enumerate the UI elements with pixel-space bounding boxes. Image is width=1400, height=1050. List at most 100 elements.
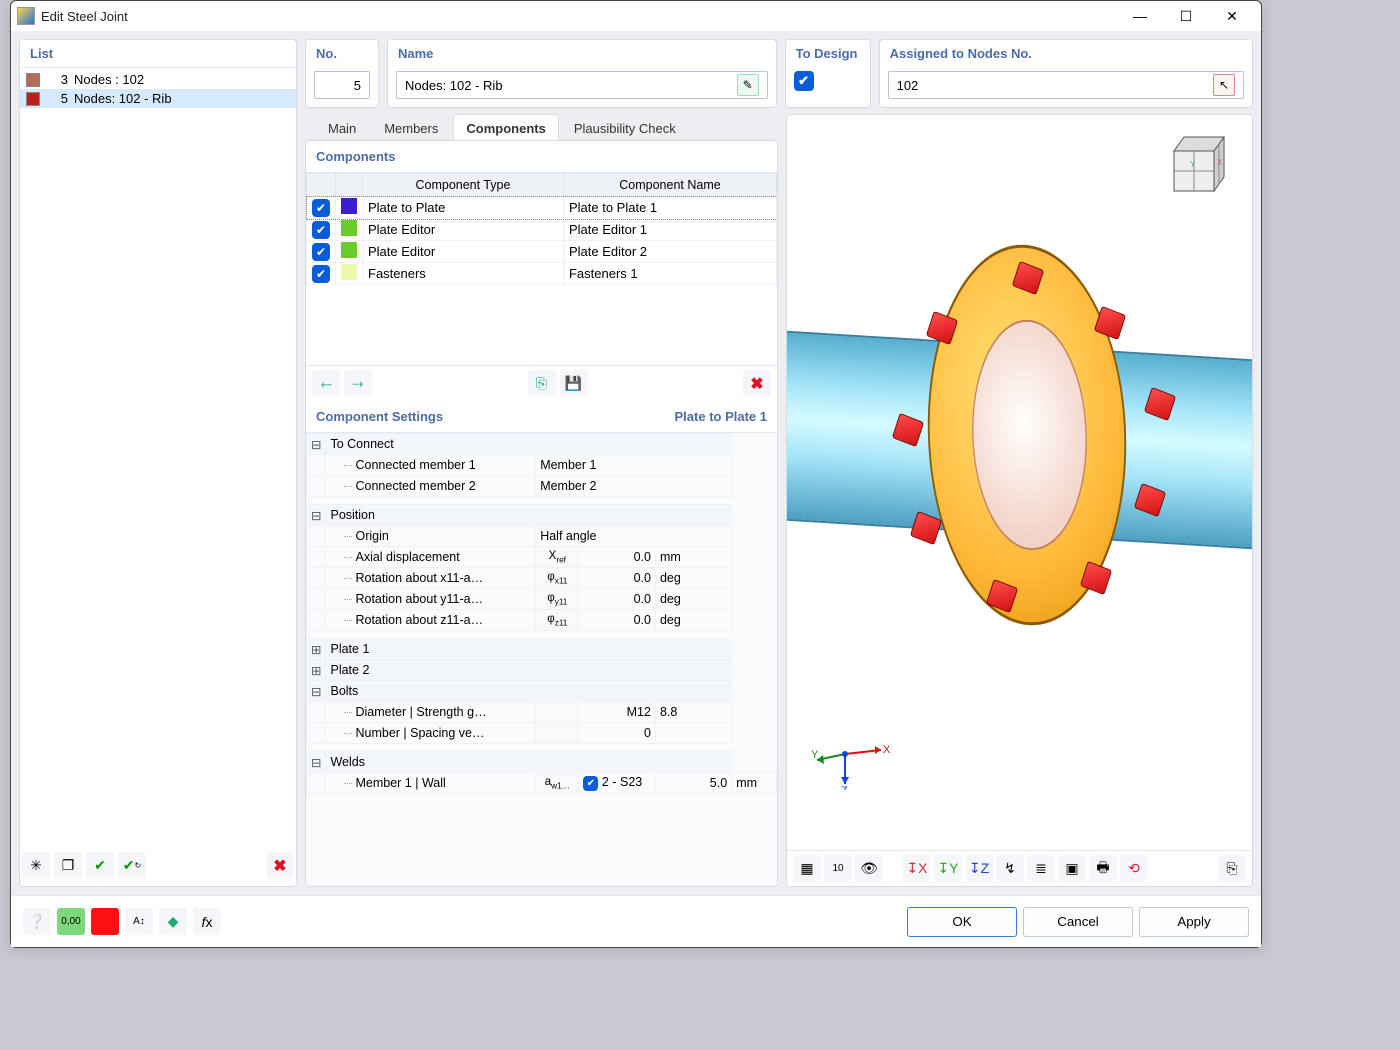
view-expand-button[interactable]: ⎘ xyxy=(1218,855,1246,882)
save-button[interactable]: 💾 xyxy=(560,370,588,397)
units-button[interactable]: 0,00 xyxy=(57,908,85,935)
view-wire-button[interactable]: ▣ xyxy=(1058,855,1086,882)
dialog-footer: ❔ 0,00 A↕ ◆ fx OK Cancel Apply xyxy=(11,895,1261,947)
component-checkbox[interactable]: ✔ xyxy=(312,243,330,261)
property-row[interactable]: Origin Half angle xyxy=(307,526,777,547)
list-label: Nodes : 102 xyxy=(74,72,144,87)
component-color-swatch xyxy=(341,198,357,214)
property-row[interactable]: Axial displacement Xref 0.0 mm xyxy=(307,547,777,568)
component-checkbox[interactable]: ✔ xyxy=(312,221,330,239)
component-type: Fasteners xyxy=(363,263,564,285)
new-item-button[interactable]: ✳ xyxy=(22,852,50,879)
color-button[interactable] xyxy=(91,908,119,935)
fx-button[interactable]: fx xyxy=(193,908,221,935)
view-reset-button[interactable]: ⟲ xyxy=(1120,855,1148,882)
property-row[interactable]: Connected member 1 Member 1 xyxy=(307,455,777,476)
assigned-field[interactable]: ↖ xyxy=(888,71,1244,99)
color-swatch xyxy=(26,73,40,87)
tab-components[interactable]: Components xyxy=(453,114,558,141)
view-panel: Y X xyxy=(786,114,1253,887)
flange-scene xyxy=(787,195,1252,790)
component-name: Plate Editor 2 xyxy=(563,241,776,263)
close-button[interactable]: ✕ xyxy=(1209,1,1255,31)
delete-component-button[interactable]: ✖ xyxy=(743,370,771,397)
property-group[interactable]: Welds xyxy=(307,752,777,773)
list-index: 5 xyxy=(50,91,68,106)
property-row[interactable]: Member 1 | Wall aw1… ✔ 2 - S23 5.0 mm xyxy=(307,773,777,794)
cancel-button[interactable]: Cancel xyxy=(1023,907,1133,937)
nav-cube-icon[interactable]: Y X xyxy=(1164,129,1234,199)
property-group[interactable]: Bolts xyxy=(307,681,777,702)
window-title: Edit Steel Joint xyxy=(41,9,128,24)
labels-button[interactable]: A↕ xyxy=(125,908,153,935)
col-name: Component Name xyxy=(563,174,776,197)
view-z-axis-button[interactable]: ↧Z xyxy=(965,855,993,882)
property-row[interactable]: Rotation about z11-a… φz11 0.0 deg xyxy=(307,610,777,631)
move-up-button[interactable]: ⬸ xyxy=(312,370,340,397)
component-row[interactable]: ✔ Plate Editor Plate Editor 1 xyxy=(307,219,777,241)
dialog-body: List 3 Nodes : 102 5 Nodes: 102 - Rib ✳ … xyxy=(11,31,1261,895)
copy-item-button[interactable]: ❐ xyxy=(54,852,82,879)
list-item[interactable]: 3 Nodes : 102 xyxy=(20,70,296,89)
component-checkbox[interactable]: ✔ xyxy=(312,265,330,283)
view-y-axis-button[interactable]: ↧Y xyxy=(934,855,962,882)
component-name: Plate Editor 1 xyxy=(563,219,776,241)
diamond-button[interactable]: ◆ xyxy=(159,908,187,935)
property-row[interactable]: Connected member 2 Member 2 xyxy=(307,476,777,497)
property-row[interactable]: Rotation about x11-a… φx11 0.0 deg xyxy=(307,568,777,589)
ok-button[interactable]: OK xyxy=(907,907,1017,937)
view-select-button[interactable]: ▦ xyxy=(793,855,821,882)
component-name: Fasteners 1 xyxy=(563,263,776,285)
center-panel: Components Component Type Component Name… xyxy=(305,140,778,887)
maximize-button[interactable]: ☐ xyxy=(1163,1,1209,31)
to-design-checkbox[interactable]: ✔ xyxy=(794,71,814,91)
minimize-button[interactable]: — xyxy=(1117,1,1163,31)
list-header: List xyxy=(20,40,296,68)
check-button[interactable]: ✔ xyxy=(86,852,114,879)
property-group[interactable]: Plate 2 xyxy=(307,660,777,681)
edit-name-icon[interactable]: ✎ xyxy=(737,74,759,96)
list-index: 3 xyxy=(50,72,68,87)
name-input[interactable] xyxy=(405,78,733,93)
number-label: No. xyxy=(306,40,378,67)
property-group[interactable]: Plate 1 xyxy=(307,639,777,660)
tab-plausibility-check[interactable]: Plausibility Check xyxy=(561,114,689,141)
view-canvas[interactable]: Y X xyxy=(787,115,1252,850)
list-item[interactable]: 5 Nodes: 102 - Rib xyxy=(20,89,296,108)
name-field[interactable]: ✎ xyxy=(396,71,768,99)
property-row[interactable]: Rotation about y11-a… φy11 0.0 deg xyxy=(307,589,777,610)
assigned-input[interactable] xyxy=(897,78,1209,93)
component-row[interactable]: ✔ Plate Editor Plate Editor 2 xyxy=(307,241,777,263)
move-down-button[interactable]: ⤑ xyxy=(344,370,372,397)
view-iso-button[interactable]: ↯ xyxy=(996,855,1024,882)
view-x-axis-button[interactable]: ↧X xyxy=(903,855,931,882)
delete-item-button[interactable]: ✖ xyxy=(266,852,294,879)
view-layers-button[interactable]: ≣ xyxy=(1027,855,1055,882)
pick-node-icon[interactable]: ↖ xyxy=(1213,74,1235,96)
joint-list[interactable]: 3 Nodes : 102 5 Nodes: 102 - Rib xyxy=(20,68,296,848)
apply-button[interactable]: Apply xyxy=(1139,907,1249,937)
view-font-button[interactable]: 10 xyxy=(824,855,852,882)
import-button[interactable]: ⎘ xyxy=(528,370,556,397)
help-button[interactable]: ❔ xyxy=(23,908,51,935)
component-checkbox[interactable]: ✔ xyxy=(312,199,330,217)
property-group[interactable]: Position xyxy=(307,505,777,526)
recheck-button[interactable]: ✔↻ xyxy=(118,852,146,879)
component-row[interactable]: ✔ Fasteners Fasteners 1 xyxy=(307,263,777,285)
settings-area[interactable]: To Connect Connected member 1 Member 1 C… xyxy=(306,433,777,886)
tab-members[interactable]: Members xyxy=(371,114,451,141)
component-row[interactable]: ✔ Plate to Plate Plate to Plate 1 xyxy=(307,197,777,219)
name-card: Name ✎ xyxy=(387,39,777,108)
property-group[interactable]: To Connect xyxy=(307,434,777,455)
component-color-swatch xyxy=(341,264,357,280)
number-field[interactable]: 5 xyxy=(314,71,370,99)
property-row[interactable]: Number | Spacing ve… 0 xyxy=(307,723,777,744)
svg-text:Y: Y xyxy=(1190,160,1196,169)
settings-title: Component Settings xyxy=(316,409,443,424)
view-show-button[interactable]: 👁 xyxy=(855,855,883,882)
tab-main[interactable]: Main xyxy=(315,114,369,141)
property-row[interactable]: Diameter | Strength g… M12 8.8 xyxy=(307,702,777,723)
main-row: MainMembersComponentsPlausibility Check … xyxy=(305,114,1253,887)
component-type: Plate Editor xyxy=(363,241,564,263)
view-print-button[interactable]: 🖶 xyxy=(1089,855,1117,882)
